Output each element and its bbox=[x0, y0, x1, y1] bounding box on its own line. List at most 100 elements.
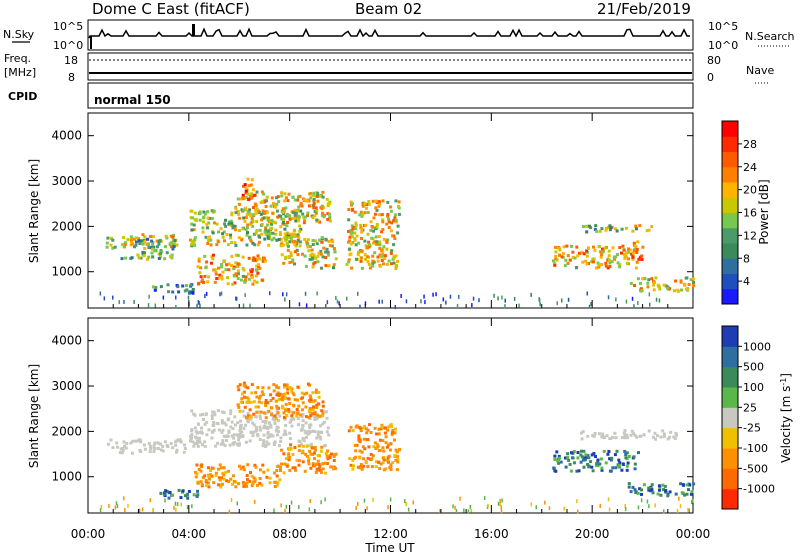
scatter-cell bbox=[381, 251, 385, 255]
scatter-cell bbox=[283, 392, 287, 396]
scatter-cell bbox=[292, 216, 296, 220]
scatter-cell bbox=[380, 230, 384, 234]
scatter-cell bbox=[316, 430, 320, 434]
scatter-cell bbox=[380, 425, 384, 429]
scatter-cell bbox=[250, 431, 254, 435]
scatter-cell bbox=[366, 246, 369, 250]
scatter-cell bbox=[279, 237, 283, 241]
scatter-cell bbox=[294, 468, 297, 472]
scatter-cell bbox=[317, 463, 321, 466]
scatter-cell bbox=[240, 397, 244, 401]
scatter-cell bbox=[445, 300, 447, 305]
scatter-cell bbox=[220, 482, 224, 486]
scatter-cell bbox=[280, 241, 284, 245]
scatter-cell bbox=[589, 460, 593, 464]
scatter-cell bbox=[597, 432, 601, 436]
scatter-cell bbox=[237, 236, 241, 240]
scatter-cell bbox=[620, 468, 624, 472]
power-colorbar-label: Power [dB] bbox=[757, 179, 771, 244]
scatter-cell bbox=[607, 249, 611, 253]
scatter-cell bbox=[663, 509, 665, 514]
scatter-cell bbox=[115, 501, 118, 506]
scatter-cell bbox=[305, 303, 308, 308]
scatter-cell bbox=[133, 299, 135, 304]
ytick-label: 1000 bbox=[51, 470, 82, 484]
scatter-cell bbox=[321, 211, 325, 215]
scatter-cell bbox=[297, 439, 301, 443]
scatter-cell bbox=[231, 482, 234, 486]
scatter-cell bbox=[126, 238, 130, 242]
scatter-cell bbox=[350, 224, 354, 228]
scatter-cell bbox=[606, 452, 610, 456]
scatter-cell bbox=[267, 442, 271, 446]
scatter-cell bbox=[572, 461, 576, 465]
scatter-cell bbox=[260, 200, 264, 204]
scatter-cell bbox=[256, 254, 260, 258]
scatter-cell bbox=[270, 413, 274, 417]
scatter-cell bbox=[254, 405, 258, 409]
scatter-cell bbox=[193, 243, 197, 247]
scatter-cell bbox=[224, 268, 228, 272]
scatter-cell bbox=[497, 296, 499, 301]
scatter-cell bbox=[275, 425, 279, 429]
scatter-cell bbox=[228, 443, 232, 447]
scatter-cell bbox=[202, 418, 205, 421]
scatter-cell bbox=[289, 236, 293, 240]
scatter-cell bbox=[153, 441, 157, 445]
scatter-cell bbox=[386, 213, 390, 216]
scatter-cell bbox=[384, 239, 388, 243]
scatter-cell bbox=[627, 485, 631, 489]
scatter-cell bbox=[218, 463, 222, 467]
freq-unit: [MHz] bbox=[4, 66, 36, 79]
scatter-cell bbox=[296, 385, 300, 389]
scatter-cell bbox=[380, 213, 384, 217]
scatter-cell bbox=[311, 462, 315, 466]
scatter-cell bbox=[688, 508, 690, 513]
scatter-cell bbox=[205, 433, 209, 437]
scatter-cell bbox=[571, 255, 575, 259]
ytick-label: 2000 bbox=[51, 424, 82, 438]
scatter-cell bbox=[608, 469, 612, 473]
scatter-cell bbox=[606, 258, 610, 262]
scatter-cell bbox=[258, 414, 262, 418]
scatter-cell bbox=[192, 240, 196, 244]
scatter-cell bbox=[353, 238, 357, 242]
scatter-cell bbox=[149, 498, 151, 503]
scatter-cell bbox=[266, 431, 270, 434]
scatter-cell bbox=[374, 206, 378, 210]
scatter-cell bbox=[275, 406, 279, 410]
scatter-cell bbox=[201, 226, 205, 230]
scatter-cell bbox=[243, 405, 247, 409]
scatter-cell bbox=[587, 262, 590, 265]
scatter-cell bbox=[309, 499, 311, 504]
scatter-cell bbox=[315, 405, 319, 409]
scatter-cell bbox=[604, 461, 608, 465]
scatter-cell bbox=[130, 240, 133, 244]
scatter-cell bbox=[182, 450, 186, 454]
scatter-cell bbox=[356, 253, 360, 257]
scatter-cell bbox=[319, 194, 322, 198]
scatter-cell bbox=[631, 251, 635, 255]
colorbar-tick-label: 4 bbox=[743, 275, 750, 288]
scatter-cell bbox=[264, 399, 268, 402]
scatter-cell bbox=[209, 243, 213, 247]
scatter-cell bbox=[361, 212, 365, 216]
scatter-cell bbox=[631, 257, 635, 261]
scatter-cell bbox=[640, 498, 643, 503]
scatter-cell bbox=[220, 419, 224, 423]
scatter-cell bbox=[548, 506, 551, 511]
scatter-cell bbox=[653, 431, 657, 435]
scatter-cell bbox=[381, 199, 385, 203]
scatter-cell bbox=[360, 227, 364, 231]
scatter-cell bbox=[222, 411, 226, 414]
scatter-cell bbox=[265, 216, 269, 220]
scatter-cell bbox=[318, 238, 322, 242]
scatter-cell bbox=[487, 503, 489, 508]
scatter-cell bbox=[685, 483, 689, 487]
scatter-cell bbox=[368, 266, 372, 270]
scatter-cell bbox=[263, 211, 267, 215]
scatter-cell bbox=[267, 216, 271, 220]
scatter-cell bbox=[513, 296, 516, 301]
scatter-cell bbox=[363, 498, 366, 503]
scatter-cell bbox=[334, 467, 337, 470]
